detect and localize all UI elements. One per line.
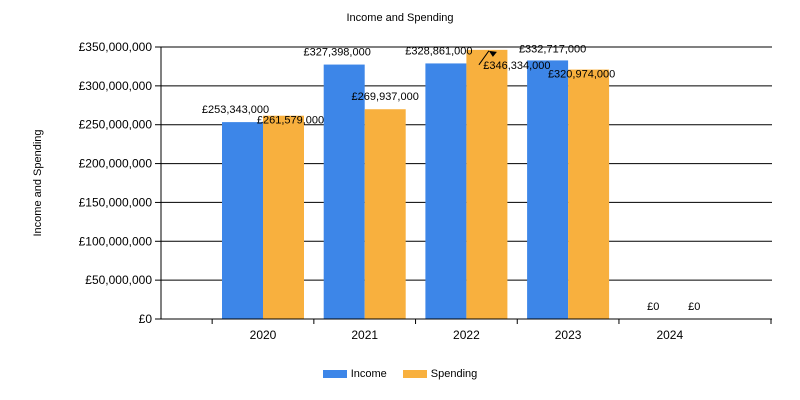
y-tick-label: £200,000,000 [79, 157, 153, 171]
bar-spending-2020 [263, 115, 304, 319]
legend-swatch-spending [402, 370, 427, 378]
y-tick-label: £100,000,000 [79, 234, 153, 248]
x-tick-label: 2021 [351, 328, 378, 342]
data-label-spending-2023: £320,974,000 [548, 69, 615, 81]
data-label-leader [478, 50, 490, 66]
y-tick-label: £150,000,000 [79, 195, 153, 209]
bar-income-2020 [222, 122, 263, 319]
data-label-income-2020: £253,343,000 [202, 104, 269, 116]
x-tick-label: 2022 [453, 328, 480, 342]
x-tick-label: 2024 [656, 328, 683, 342]
legend-swatch-income [322, 370, 347, 378]
legend-label-income: Income [350, 368, 387, 380]
data-label-spending-2024: £0 [688, 301, 700, 313]
x-tick-label: 2023 [555, 328, 582, 342]
legend-item-spending: Spending [402, 368, 478, 380]
data-labels: £253,343,000£261,579,000 £327,398,000 £269… [202, 43, 701, 313]
chart-title: Income and Spending [346, 12, 454, 24]
axes: £0 £50,000,000 £100,000,000 £150,000,000 £20… [79, 40, 772, 342]
bars [222, 49, 610, 320]
data-label-spending-2020: £261,579,000 [257, 115, 324, 127]
data-label-spending-2022: £346,334,000 [483, 60, 550, 72]
bar-income-2021 [323, 64, 365, 320]
data-label-income-2022: £328,861,000 [405, 45, 472, 57]
y-tick-label: £0 [139, 312, 153, 326]
legend-label-spending: Spending [430, 368, 478, 380]
data-label-income-2024: £0 [647, 301, 659, 313]
data-label-spending-2021: £269,937,000 [352, 91, 419, 103]
y-tick-label: £250,000,000 [79, 118, 153, 132]
y-tick-label: £300,000,000 [79, 79, 153, 93]
y-tick-label: £50,000,000 [85, 273, 152, 287]
bar-spending-2022 [466, 49, 508, 320]
x-tick-label: 2020 [250, 328, 277, 342]
bar-spending-2023 [568, 69, 610, 320]
bar-income-2022 [425, 63, 467, 319]
y-tick-label: £350,000,000 [79, 40, 153, 54]
leader-arrowhead [488, 50, 497, 57]
legend: Income Spending [0, 368, 800, 380]
data-label-income-2023: £332,717,000 [519, 43, 586, 55]
bar-spending-2021 [364, 109, 406, 319]
bar-income-2023 [527, 60, 569, 319]
data-label-income-2021: £327,398,000 [304, 47, 371, 59]
legend-item-income: Income [322, 368, 387, 380]
